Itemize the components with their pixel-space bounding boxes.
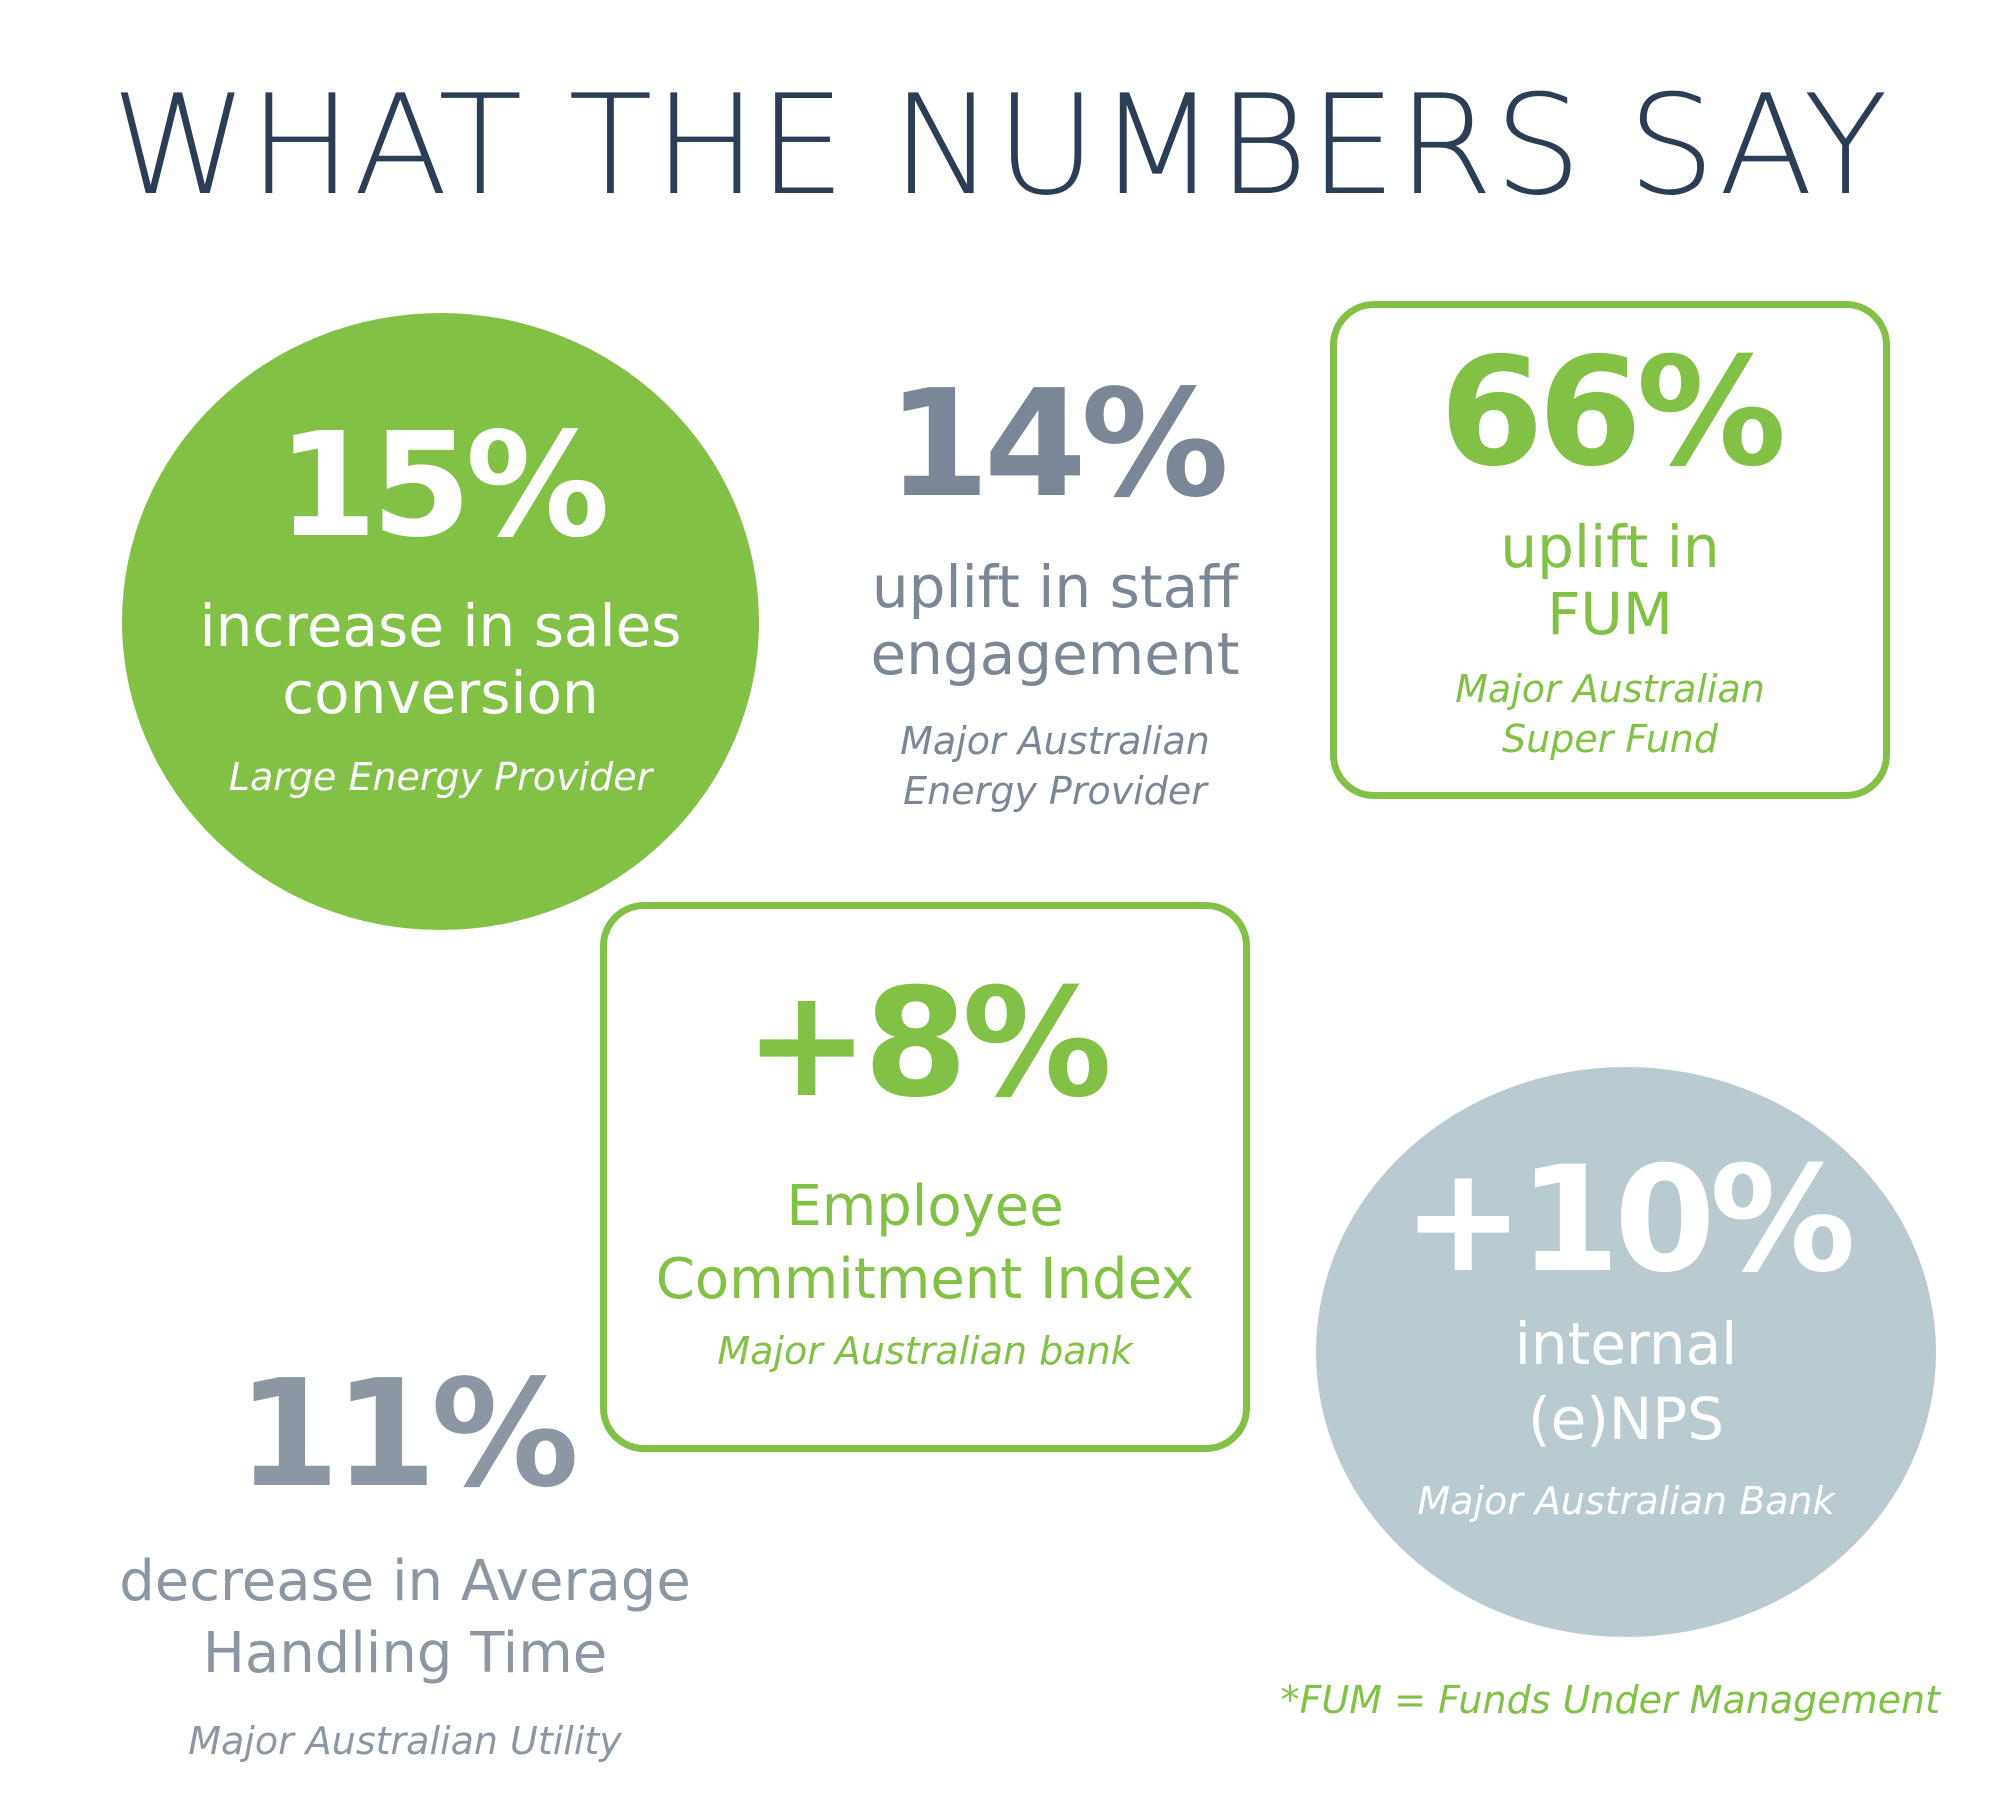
stat-description-line: increase in sales (199, 592, 682, 660)
stat-source-line: Major Australian (900, 719, 1210, 764)
stat-source-line: Super Fund (1501, 716, 1718, 761)
stat-source: Major Australian Utility (188, 1719, 622, 1764)
stat-description-line: FUM (1547, 579, 1673, 648)
stat-value: +10% (1402, 1135, 1856, 1305)
stat-description-line: conversion (282, 658, 599, 727)
stat-value: 15% (277, 401, 610, 569)
stat-description: uplift in FUM (1337, 514, 1883, 647)
stat-description: internal (e)NPS (1316, 1307, 1936, 1458)
stat-handling-time: 11% decrease in Average Handling Time Ma… (70, 1360, 740, 1767)
stat-value: +8% (743, 957, 1112, 1131)
stat-commitment-index: +8% Employee Commitment Index Major Aust… (600, 902, 1250, 1452)
stat-sales-conversion: 15% increase in sales conversion Large E… (122, 313, 759, 930)
stat-description: increase in sales conversion (122, 593, 759, 726)
stat-description: Employee Commitment Index (607, 1171, 1243, 1317)
stat-description-line: internal (1514, 1310, 1738, 1378)
stat-source: Major Australian bank (717, 1328, 1133, 1373)
stat-value: 11% (236, 1348, 579, 1520)
stat-value: 66% (1439, 326, 1786, 500)
stat-description-line: uplift in (1500, 513, 1720, 581)
stat-source: Large Energy Provider (228, 755, 653, 799)
stat-description-line: uplift in staff (871, 553, 1239, 621)
page-title: WHAT THE NUMBERS SAY (111, 65, 1889, 226)
stat-staff-engagement: 14% uplift in staff engagement Major Aus… (820, 370, 1290, 816)
stat-description-line: decrease in Average (119, 1549, 691, 1614)
stat-source-line: Major Australian (1455, 667, 1765, 712)
stat-value: 14% (886, 358, 1229, 530)
stat-source-line: Energy Provider (903, 768, 1207, 813)
stat-source: Major Australian Super Fund (1337, 665, 1883, 764)
stat-description-line: Handling Time (202, 1620, 608, 1686)
stat-description: decrease in Average Handling Time (70, 1546, 740, 1689)
stat-description-line: (e)NPS (1527, 1385, 1725, 1454)
stat-description-line: engagement (870, 619, 1240, 688)
footnote: *FUM = Funds Under Management (1280, 1678, 1940, 1722)
stat-description-line: Commitment Index (655, 1246, 1195, 1312)
stat-source: Major Australian Energy Provider (820, 717, 1290, 816)
stat-enps: +10% internal (e)NPS Major Australian Ba… (1316, 1067, 1936, 1637)
stat-description-line: Employee (786, 1174, 1064, 1239)
stat-source: Major Australian Bank (1417, 1479, 1835, 1523)
stat-fum-uplift: 66% uplift in FUM Major Australian Super… (1330, 301, 1890, 799)
stat-description: uplift in staff engagement (820, 554, 1290, 687)
